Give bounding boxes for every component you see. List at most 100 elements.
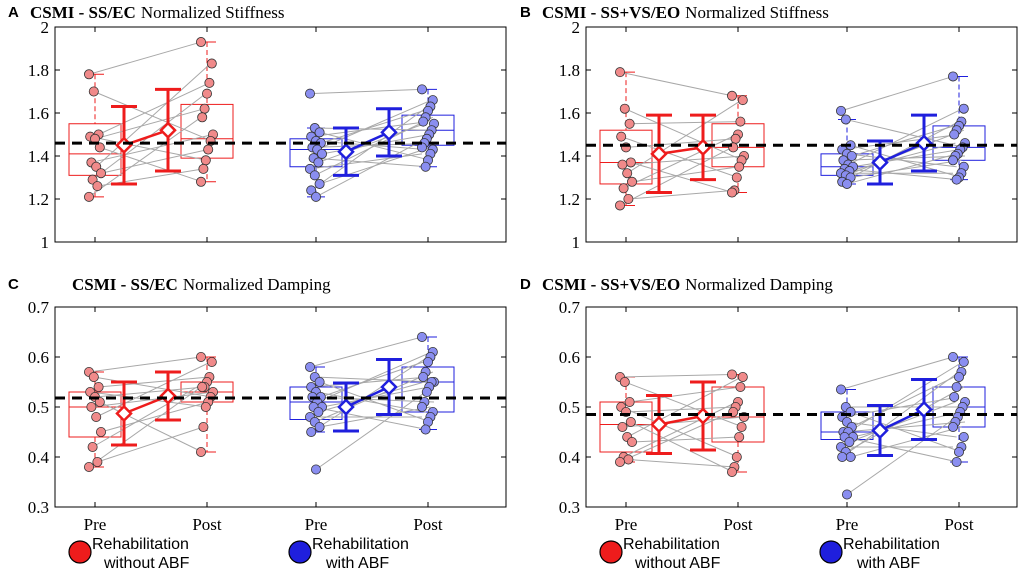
legend-label-line2: with ABF xyxy=(325,555,389,572)
data-point-pre xyxy=(624,396,635,407)
pair-line xyxy=(626,99,742,174)
data-point-pre xyxy=(846,150,857,161)
data-point-pre xyxy=(84,191,95,202)
data-point-post xyxy=(203,144,214,155)
pair-line xyxy=(315,391,426,413)
y-tick-label: 0.4 xyxy=(28,448,50,467)
data-point-post xyxy=(418,116,429,127)
pair-line xyxy=(99,401,203,453)
panel-d-title: CSMI - SS+VS/EO Normalized Damping xyxy=(542,275,833,294)
legend-right: Rehabilitation without ABF Rehabilitatio… xyxy=(599,536,940,572)
data-point-post xyxy=(206,58,217,69)
data-point-pre xyxy=(316,148,327,159)
pair-line xyxy=(314,371,433,423)
panel-a-title-bold: CSMI - SS/EC xyxy=(30,3,136,22)
x-tick-label: Post xyxy=(723,515,753,534)
data-point-post xyxy=(416,331,427,342)
data-point-post xyxy=(737,371,748,382)
pair-line xyxy=(846,416,957,495)
panel-a-title: CSMI - SS/EC Normalized Stiffness xyxy=(30,3,285,22)
panel-a-letter: A xyxy=(8,4,19,21)
pair-line xyxy=(94,108,205,140)
y-tick-label: 0.6 xyxy=(28,348,49,367)
panel-c-plot: 0.3 0.4 0.5 0.6 0.7 xyxy=(28,298,507,517)
pair-line xyxy=(621,136,739,178)
pair-line xyxy=(311,121,429,138)
pair-line xyxy=(88,356,202,373)
legend-marker-without-abf xyxy=(68,540,92,564)
data-point-post xyxy=(736,421,747,432)
y-tick-label: 1 xyxy=(572,233,581,252)
data-point-pre xyxy=(313,406,324,417)
pair-line xyxy=(98,376,210,388)
mean-marker xyxy=(337,398,355,416)
data-point-pre xyxy=(625,416,636,427)
data-point-pre xyxy=(87,441,98,452)
y-tick-label: 2 xyxy=(41,18,50,37)
data-point-post xyxy=(200,155,211,166)
pair-line xyxy=(628,189,735,200)
data-point-post xyxy=(948,71,959,82)
pair-line xyxy=(852,149,961,168)
pair-line xyxy=(847,108,963,166)
data-point-pre xyxy=(304,88,315,99)
pair-line xyxy=(849,142,956,172)
data-point-pre xyxy=(627,176,638,187)
pair-line xyxy=(623,134,738,189)
legend-label-line1: Rehabilitation xyxy=(92,536,189,553)
data-point-pre xyxy=(88,371,99,382)
pair-line xyxy=(100,149,209,174)
pair-line xyxy=(631,436,740,443)
pair-line xyxy=(318,381,425,413)
data-point-pre xyxy=(619,376,630,387)
data-point-pre xyxy=(314,178,325,189)
data-point-pre xyxy=(625,157,636,168)
pair-line xyxy=(100,401,209,433)
x-tick-label: Post xyxy=(192,515,222,534)
pair-line xyxy=(847,361,963,433)
data-point-pre xyxy=(623,454,634,465)
pair-line xyxy=(849,401,956,443)
pair-line xyxy=(624,108,744,161)
data-point-pre xyxy=(836,105,847,116)
data-point-post xyxy=(195,176,206,187)
data-point-pre xyxy=(623,193,634,204)
y-tick-label: 1 xyxy=(41,233,50,252)
data-point-post xyxy=(420,161,431,172)
data-point-pre xyxy=(314,376,325,387)
x-tick-label: Pre xyxy=(615,515,638,534)
data-point-post xyxy=(416,84,427,95)
data-point-post xyxy=(198,163,209,174)
data-point-post xyxy=(197,112,208,123)
data-point-post xyxy=(731,172,742,183)
pair-line xyxy=(844,168,958,181)
data-point-pre xyxy=(314,127,325,138)
data-point-post xyxy=(418,371,429,382)
pair-line xyxy=(624,381,743,428)
x-tick-label: Pre xyxy=(305,515,328,534)
data-point-post xyxy=(737,95,748,106)
legend-marker-without-abf xyxy=(599,540,623,564)
data-point-pre xyxy=(618,183,629,194)
pair-line xyxy=(310,106,429,191)
y-tick-label: 0.5 xyxy=(559,398,580,417)
data-point-pre xyxy=(615,456,626,467)
pair-line xyxy=(315,391,426,470)
pair-line xyxy=(99,146,203,183)
x-tick-label: Post xyxy=(944,515,974,534)
pair-line xyxy=(88,116,202,198)
data-point-post xyxy=(421,386,432,397)
pair-line xyxy=(851,376,955,428)
data-point-pre xyxy=(617,421,628,432)
data-point-post xyxy=(954,446,965,457)
data-point-post xyxy=(951,456,962,467)
pair-line xyxy=(315,138,426,198)
data-point-post xyxy=(958,103,969,114)
data-point-pre xyxy=(306,426,317,437)
x-tick-label: Post xyxy=(413,515,443,534)
panel-c-title-rest: Normalized Damping xyxy=(183,275,331,294)
pair-line xyxy=(631,166,740,183)
data-point-post xyxy=(199,103,210,114)
pair-line xyxy=(619,146,733,206)
pair-line xyxy=(91,134,214,163)
